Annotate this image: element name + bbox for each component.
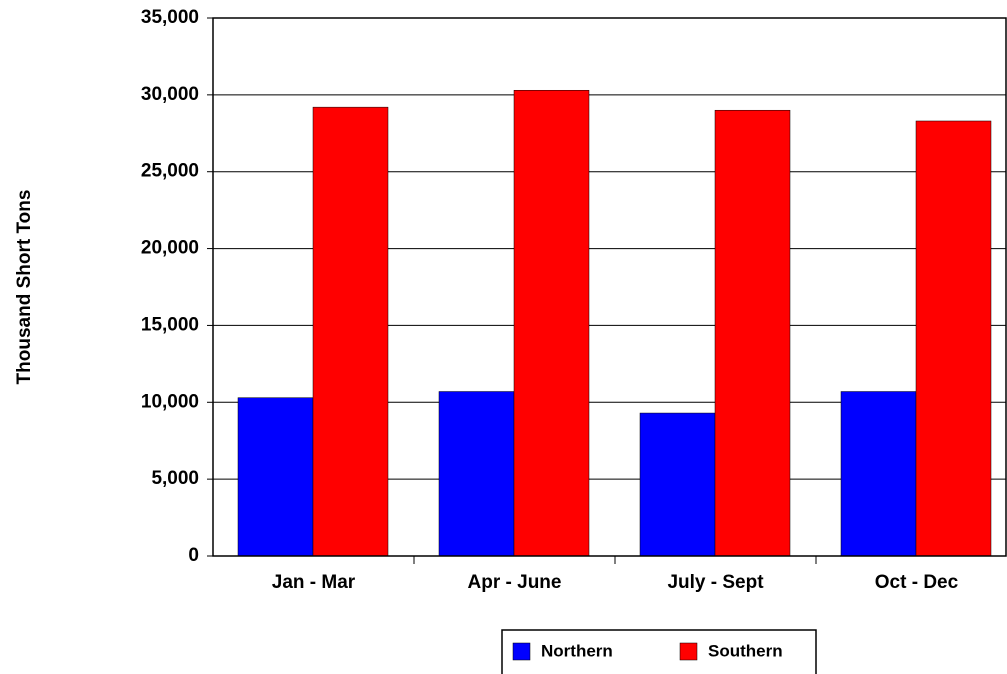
legend-label: Northern: [541, 641, 613, 660]
bar: [312, 106, 389, 557]
bar: [513, 89, 590, 557]
bar: [639, 412, 716, 557]
plot-frame: [212, 17, 1007, 557]
legend-label: Southern: [708, 641, 783, 660]
bar: [237, 397, 314, 557]
bar: [840, 391, 917, 557]
y-tick-label: 30,000: [141, 84, 199, 105]
y-tick-label: 35,000: [141, 7, 199, 28]
legend-box: [501, 629, 817, 674]
x-tick-label: Apr - June: [468, 572, 562, 593]
y-tick-label: 5,000: [151, 468, 199, 489]
x-tick-label: Jan - Mar: [272, 572, 356, 593]
y-tick-label: 20,000: [141, 238, 199, 259]
y-tick-label: 15,000: [141, 314, 199, 335]
bar: [714, 109, 791, 557]
x-tick-label: Oct - Dec: [875, 572, 959, 593]
legend-swatch: [512, 642, 531, 661]
x-tick-label: July - Sept: [667, 572, 764, 593]
bar: [438, 391, 515, 557]
y-tick-label: 25,000: [141, 161, 199, 182]
bar: [915, 120, 992, 557]
y-tick-label: 0: [188, 545, 199, 566]
y-axis-label: Thousand Short Tons: [14, 190, 35, 385]
y-tick-label: 10,000: [141, 391, 199, 412]
legend-swatch: [679, 642, 698, 661]
